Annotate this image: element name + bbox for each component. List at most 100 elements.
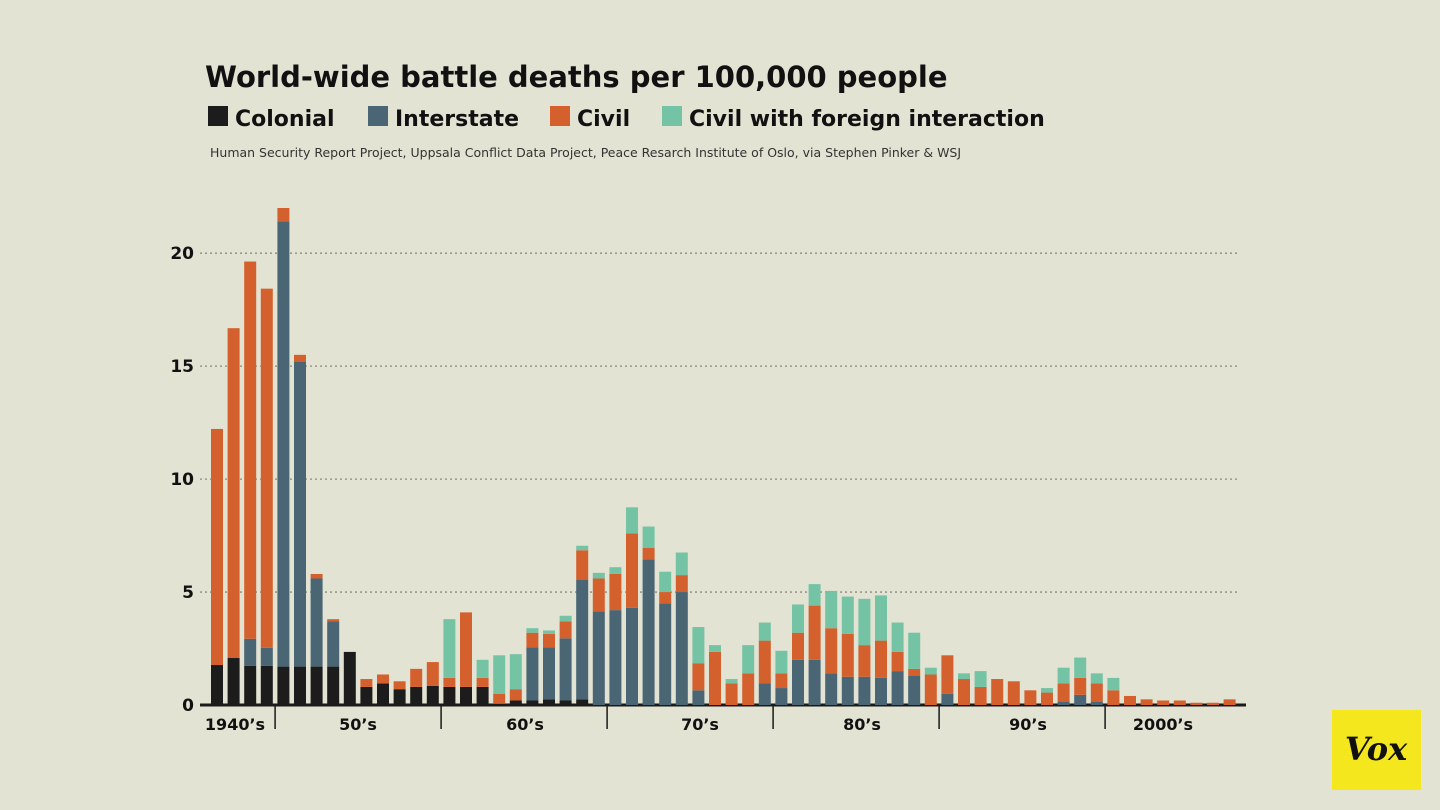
bar-segment — [659, 571, 672, 593]
bar-segment — [460, 686, 472, 705]
bar-segment — [476, 686, 489, 705]
x-decade-label: 90’s — [1009, 715, 1047, 734]
bar-segment — [1190, 702, 1203, 705]
legend-label: Civil with foreign interaction — [689, 107, 1045, 132]
bar-segment — [576, 699, 589, 705]
bar-segment — [792, 632, 804, 660]
logo: Vox — [1345, 730, 1408, 768]
bar-segment — [1041, 692, 1053, 705]
bar-segment — [393, 681, 406, 690]
bar-segment — [1207, 702, 1219, 705]
bar-segment — [460, 612, 472, 687]
bar-segment — [310, 573, 323, 579]
bar-segment — [526, 632, 539, 648]
bar-segment — [808, 605, 821, 660]
bar-segment — [1074, 657, 1087, 678]
bar-segment — [792, 604, 804, 633]
bar-segment — [543, 699, 555, 705]
bar-segment — [1007, 681, 1020, 705]
bar-segment — [277, 221, 290, 667]
y-tick-label: 10 — [170, 470, 194, 490]
bar-segment — [310, 666, 323, 705]
bar-segment — [327, 666, 340, 705]
bar-segment — [659, 603, 672, 705]
legend-label: Interstate — [395, 107, 519, 132]
bar-segment — [360, 679, 373, 687]
y-tick-label: 15 — [170, 357, 194, 377]
bar-segment — [841, 676, 854, 705]
bar-segment — [211, 665, 223, 705]
bar-segment — [377, 683, 389, 705]
y-tick-label: 5 — [182, 583, 194, 603]
y-tick-label: 20 — [170, 244, 194, 264]
bar-segment — [742, 645, 755, 674]
bar-segment — [559, 638, 572, 701]
bar-segment — [908, 675, 921, 705]
bar-segment — [244, 638, 257, 666]
y-tick-label: 0 — [182, 696, 194, 716]
bar-segment — [841, 596, 854, 634]
bar-segment — [1090, 683, 1103, 702]
bar-segment — [825, 628, 838, 674]
bar-segment — [592, 611, 605, 705]
bar-segment — [642, 547, 655, 560]
bar-segment — [642, 559, 655, 705]
bar-segment — [1107, 677, 1120, 691]
bar-segment — [924, 674, 937, 705]
bar-segment — [526, 628, 539, 633]
bar-segment — [991, 679, 1004, 705]
bar-segment — [692, 663, 705, 691]
bar-segment — [211, 428, 223, 666]
bar-segment — [1223, 699, 1236, 705]
bar-segment — [426, 662, 439, 686]
bar-segment — [244, 665, 257, 705]
bar-segment — [543, 630, 555, 634]
bar-segment — [443, 686, 456, 705]
bar-segment — [891, 651, 904, 672]
bar-segment — [974, 671, 987, 687]
bar-segment — [941, 693, 954, 705]
x-decade-label: 70’s — [681, 715, 719, 734]
bar-segment — [908, 632, 921, 669]
bar-segment — [227, 658, 240, 705]
bar-segment — [260, 647, 273, 666]
bar-segment — [543, 647, 555, 700]
bar-segment — [260, 665, 273, 705]
legend-swatch — [208, 106, 228, 126]
bar-segment — [875, 640, 887, 678]
bar-segment — [974, 686, 987, 705]
bar-segment — [559, 615, 572, 622]
bar-segment — [543, 633, 555, 648]
bar-segment — [509, 689, 522, 701]
bar-segment — [1090, 701, 1103, 705]
bar-segment — [1107, 690, 1120, 705]
bar-segment — [1140, 699, 1153, 705]
bar-segment — [725, 679, 738, 684]
bar-segment — [559, 621, 572, 639]
bar-segment — [626, 507, 638, 534]
bar-segment — [592, 572, 605, 579]
bar-segment — [675, 575, 688, 593]
bar-segment — [260, 288, 273, 648]
bar-segment — [443, 619, 456, 678]
bar-segment — [924, 667, 937, 675]
bar-segment — [908, 668, 921, 676]
bar-segment — [576, 545, 589, 551]
bar-segment — [891, 671, 904, 705]
bar-segment — [410, 668, 423, 687]
bar-segment — [642, 526, 655, 548]
bar-segment — [758, 622, 771, 641]
bar-segment — [294, 666, 306, 705]
bar-segment — [825, 673, 838, 705]
bar-segment — [360, 686, 373, 705]
bar-segment — [725, 683, 738, 705]
bar-segment — [559, 700, 572, 705]
bar-segment — [576, 550, 589, 580]
bar-segment — [758, 683, 771, 705]
bar-segment — [941, 655, 954, 694]
bar-segment — [675, 592, 688, 705]
bar-segment — [958, 679, 970, 705]
bar-segment — [742, 673, 755, 705]
logo-box — [1332, 710, 1421, 790]
bar-segment — [509, 654, 522, 690]
